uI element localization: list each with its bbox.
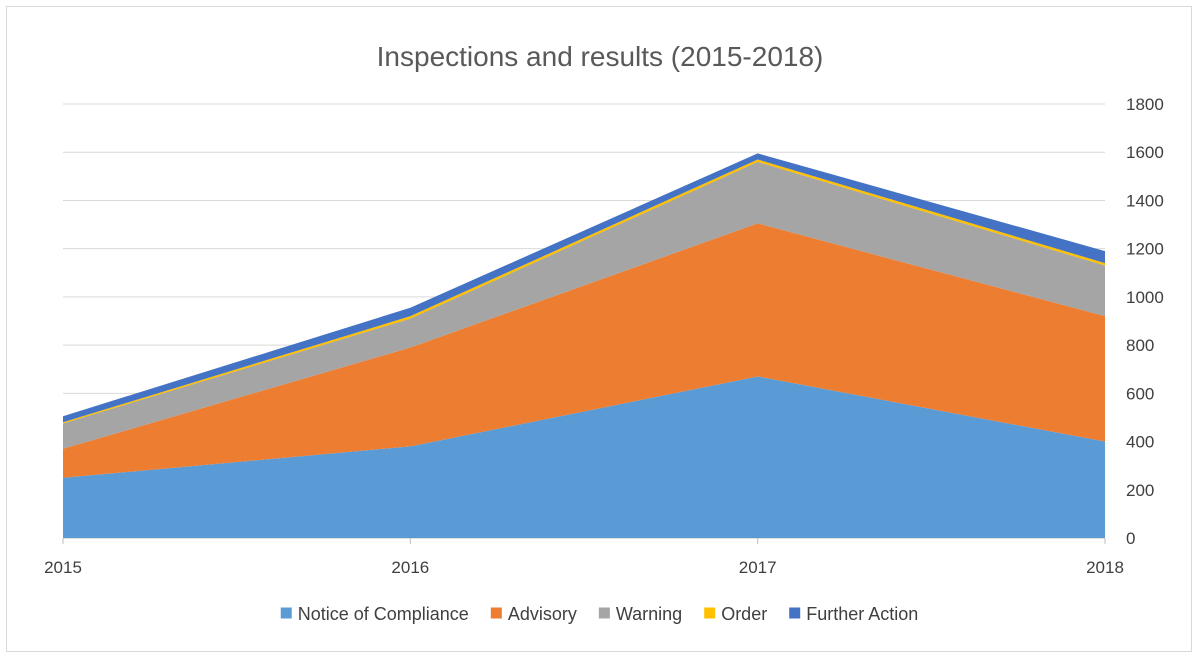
y-tick-label: 800 xyxy=(1126,336,1154,355)
legend-swatch xyxy=(789,607,801,619)
y-tick-label: 1800 xyxy=(1126,95,1164,114)
x-tick-label: 2018 xyxy=(1086,558,1124,577)
legend-label: Warning xyxy=(616,604,682,624)
legend-label: Order xyxy=(721,604,767,624)
area-series-warning xyxy=(63,161,1105,449)
y-tick-label: 400 xyxy=(1126,433,1154,452)
legend: Notice of Compliance Advisory Warning Order… xyxy=(280,604,918,624)
y-tick-label: 1600 xyxy=(1126,143,1164,162)
y-tick-label: 0 xyxy=(1126,529,1135,548)
chart-title: Inspections and results (2015-2018) xyxy=(377,41,824,72)
area-series-advisory xyxy=(63,223,1105,478)
y-tick-label: 1000 xyxy=(1126,288,1164,307)
legend-swatch xyxy=(280,607,292,619)
legend-swatch xyxy=(598,607,610,619)
area-series-notice-of-compliance xyxy=(63,376,1105,538)
legend-swatch xyxy=(490,607,502,619)
y-tick-label: 200 xyxy=(1126,481,1154,500)
y-tick-label: 600 xyxy=(1126,384,1154,403)
legend-swatch xyxy=(704,607,716,619)
y-tick-label: 1400 xyxy=(1126,191,1164,210)
x-axis-ticks: 2015 2016 2017 2018 xyxy=(44,558,1124,577)
x-tick-label: 2017 xyxy=(739,558,777,577)
y-axis-ticks: 0 200 400 600 800 1000 1200 1400 1600 1800 xyxy=(1126,95,1164,548)
legend-label: Advisory xyxy=(508,604,577,624)
series-areas xyxy=(63,153,1105,538)
x-tick-label: 2015 xyxy=(44,558,82,577)
legend-label: Notice of Compliance xyxy=(298,604,469,624)
legend-label: Further Action xyxy=(806,604,918,624)
x-tick-label: 2016 xyxy=(391,558,429,577)
y-tick-label: 1200 xyxy=(1126,240,1164,259)
